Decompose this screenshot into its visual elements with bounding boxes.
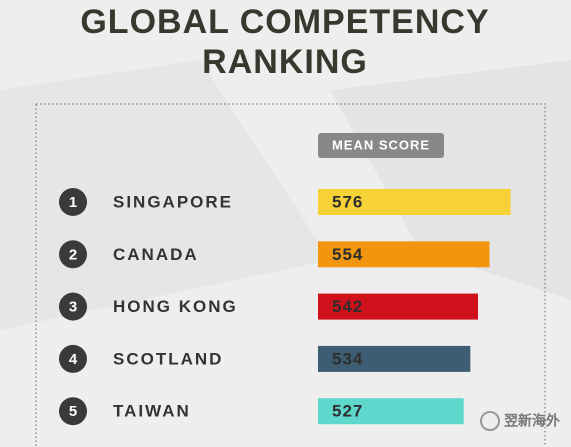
category-label: TAIWAN [113, 402, 191, 421]
category-label: SCOTLAND [113, 349, 223, 368]
bar [318, 241, 490, 268]
bar [318, 189, 511, 215]
category-label: CANADA [113, 245, 199, 264]
bg-shape [330, 60, 571, 300]
category-label: HONG KONG [113, 297, 238, 316]
rank-badge [59, 344, 87, 373]
value-label: 542 [332, 297, 363, 316]
value-label: 576 [332, 192, 363, 211]
rank-badge [59, 188, 87, 216]
rank-label: 1 [69, 194, 77, 211]
bar [318, 398, 464, 425]
rank-badge [59, 240, 87, 269]
value-label: 527 [332, 402, 363, 421]
value-label: 554 [332, 245, 363, 264]
watermark: 翌新海外 [504, 413, 560, 429]
rank-label: 3 [69, 299, 77, 316]
watermark-icon [480, 411, 500, 431]
frame [35, 103, 546, 447]
bar [318, 345, 471, 372]
rank-label: 4 [69, 351, 78, 368]
title: GLOBAL COMPETENCY RANKING [80, 3, 490, 81]
rank-badge [59, 292, 87, 321]
rank-badge [59, 397, 87, 426]
header-badge [318, 133, 444, 158]
rank-label: 2 [69, 246, 77, 263]
value-header: MEAN SCORE [332, 137, 430, 152]
category-label: SINGAPORE [113, 192, 233, 211]
rank-label: 5 [69, 403, 77, 420]
value-label: 534 [332, 349, 363, 368]
bar [318, 293, 479, 320]
